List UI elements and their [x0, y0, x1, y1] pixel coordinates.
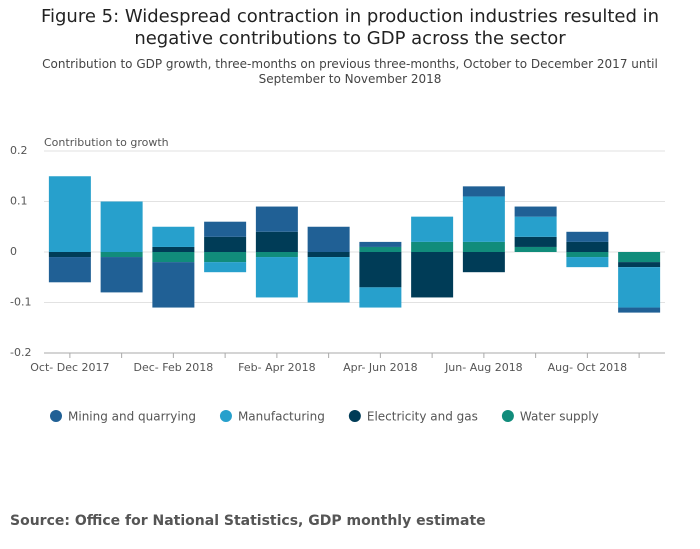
bar-segment — [48, 176, 91, 252]
bar-segment — [462, 186, 505, 197]
bar-segment — [307, 252, 350, 258]
legend-swatch — [348, 410, 361, 422]
bar-segment — [359, 252, 402, 288]
x-tick-label: Apr- Jun 2018 — [343, 361, 417, 374]
legend-label: Water supply — [520, 410, 599, 424]
bar-segment — [566, 241, 609, 252]
y-tick-label: 0 — [10, 245, 17, 258]
bar-segment — [100, 257, 143, 293]
x-tick-label: Aug- Oct 2018 — [548, 361, 627, 374]
bar-segment — [462, 252, 505, 273]
legend-swatch — [219, 410, 232, 422]
bar-segment — [411, 241, 454, 252]
bar-segment — [359, 241, 402, 247]
bar-segment — [255, 231, 298, 252]
bar-segment — [514, 236, 557, 247]
bar-segment — [462, 241, 505, 252]
bar-segment — [307, 257, 350, 303]
bar-segment — [152, 246, 195, 252]
y-axis-label: Contribution to growth — [44, 136, 169, 149]
bar-segment — [204, 221, 247, 237]
x-tick-label: Feb- Apr 2018 — [238, 361, 315, 374]
chart-title: Figure 5: Widespread contraction in prod… — [40, 6, 660, 49]
legend-swatch — [501, 410, 514, 422]
bar-segment — [462, 196, 505, 242]
y-tick-label: 0.1 — [10, 195, 28, 208]
bar-segment — [618, 262, 661, 268]
bar-segment — [100, 252, 143, 258]
bar-segment — [411, 252, 454, 298]
bar-segment — [514, 206, 557, 217]
bar-segment — [566, 257, 609, 268]
bar-segment — [566, 252, 609, 258]
bar-segment — [152, 226, 195, 247]
bar-segment — [48, 257, 91, 283]
x-tick-label: Jun- Aug 2018 — [444, 361, 523, 374]
legend-label: Manufacturing — [238, 410, 325, 424]
bar-segment — [204, 236, 247, 252]
bar-segment — [514, 216, 557, 237]
bar-segment — [255, 252, 298, 258]
bar-segment — [48, 252, 91, 258]
bar-segment — [152, 252, 195, 263]
bar-segment — [100, 201, 143, 252]
bar-segment — [255, 206, 298, 232]
x-tick-label: Oct- Dec 2017 — [30, 361, 109, 374]
bar-segment — [618, 307, 661, 313]
bar-segment — [204, 262, 247, 273]
bar-segment — [618, 252, 661, 263]
bar-segment — [255, 257, 298, 298]
chart: Contribution to growth 0.2 0.1 0 -0.1 -0.2 Oc… — [10, 136, 665, 424]
bar-segment — [411, 216, 454, 242]
bar-segment — [204, 252, 247, 263]
bar-segment — [359, 287, 402, 308]
y-tick-label: -0.2 — [10, 346, 31, 359]
legend-label: Mining and quarrying — [68, 410, 196, 424]
y-tick-label: -0.1 — [10, 296, 31, 309]
bar-segment — [152, 262, 195, 308]
bar-segment — [618, 267, 661, 308]
y-tick-label: 0.2 — [10, 144, 28, 157]
bar-segment — [566, 231, 609, 242]
bar-segment — [359, 246, 402, 252]
legend-swatch — [50, 410, 62, 422]
source: Source: Office for National Statistics, … — [10, 513, 486, 529]
legend-label: Electricity and gas — [367, 410, 478, 424]
bar-segment — [307, 226, 350, 252]
x-tick-label: Dec- Feb 2018 — [134, 361, 214, 374]
bar-segment — [514, 246, 557, 252]
chart-subtitle: Contribution to GDP growth, three-months… — [42, 57, 658, 86]
